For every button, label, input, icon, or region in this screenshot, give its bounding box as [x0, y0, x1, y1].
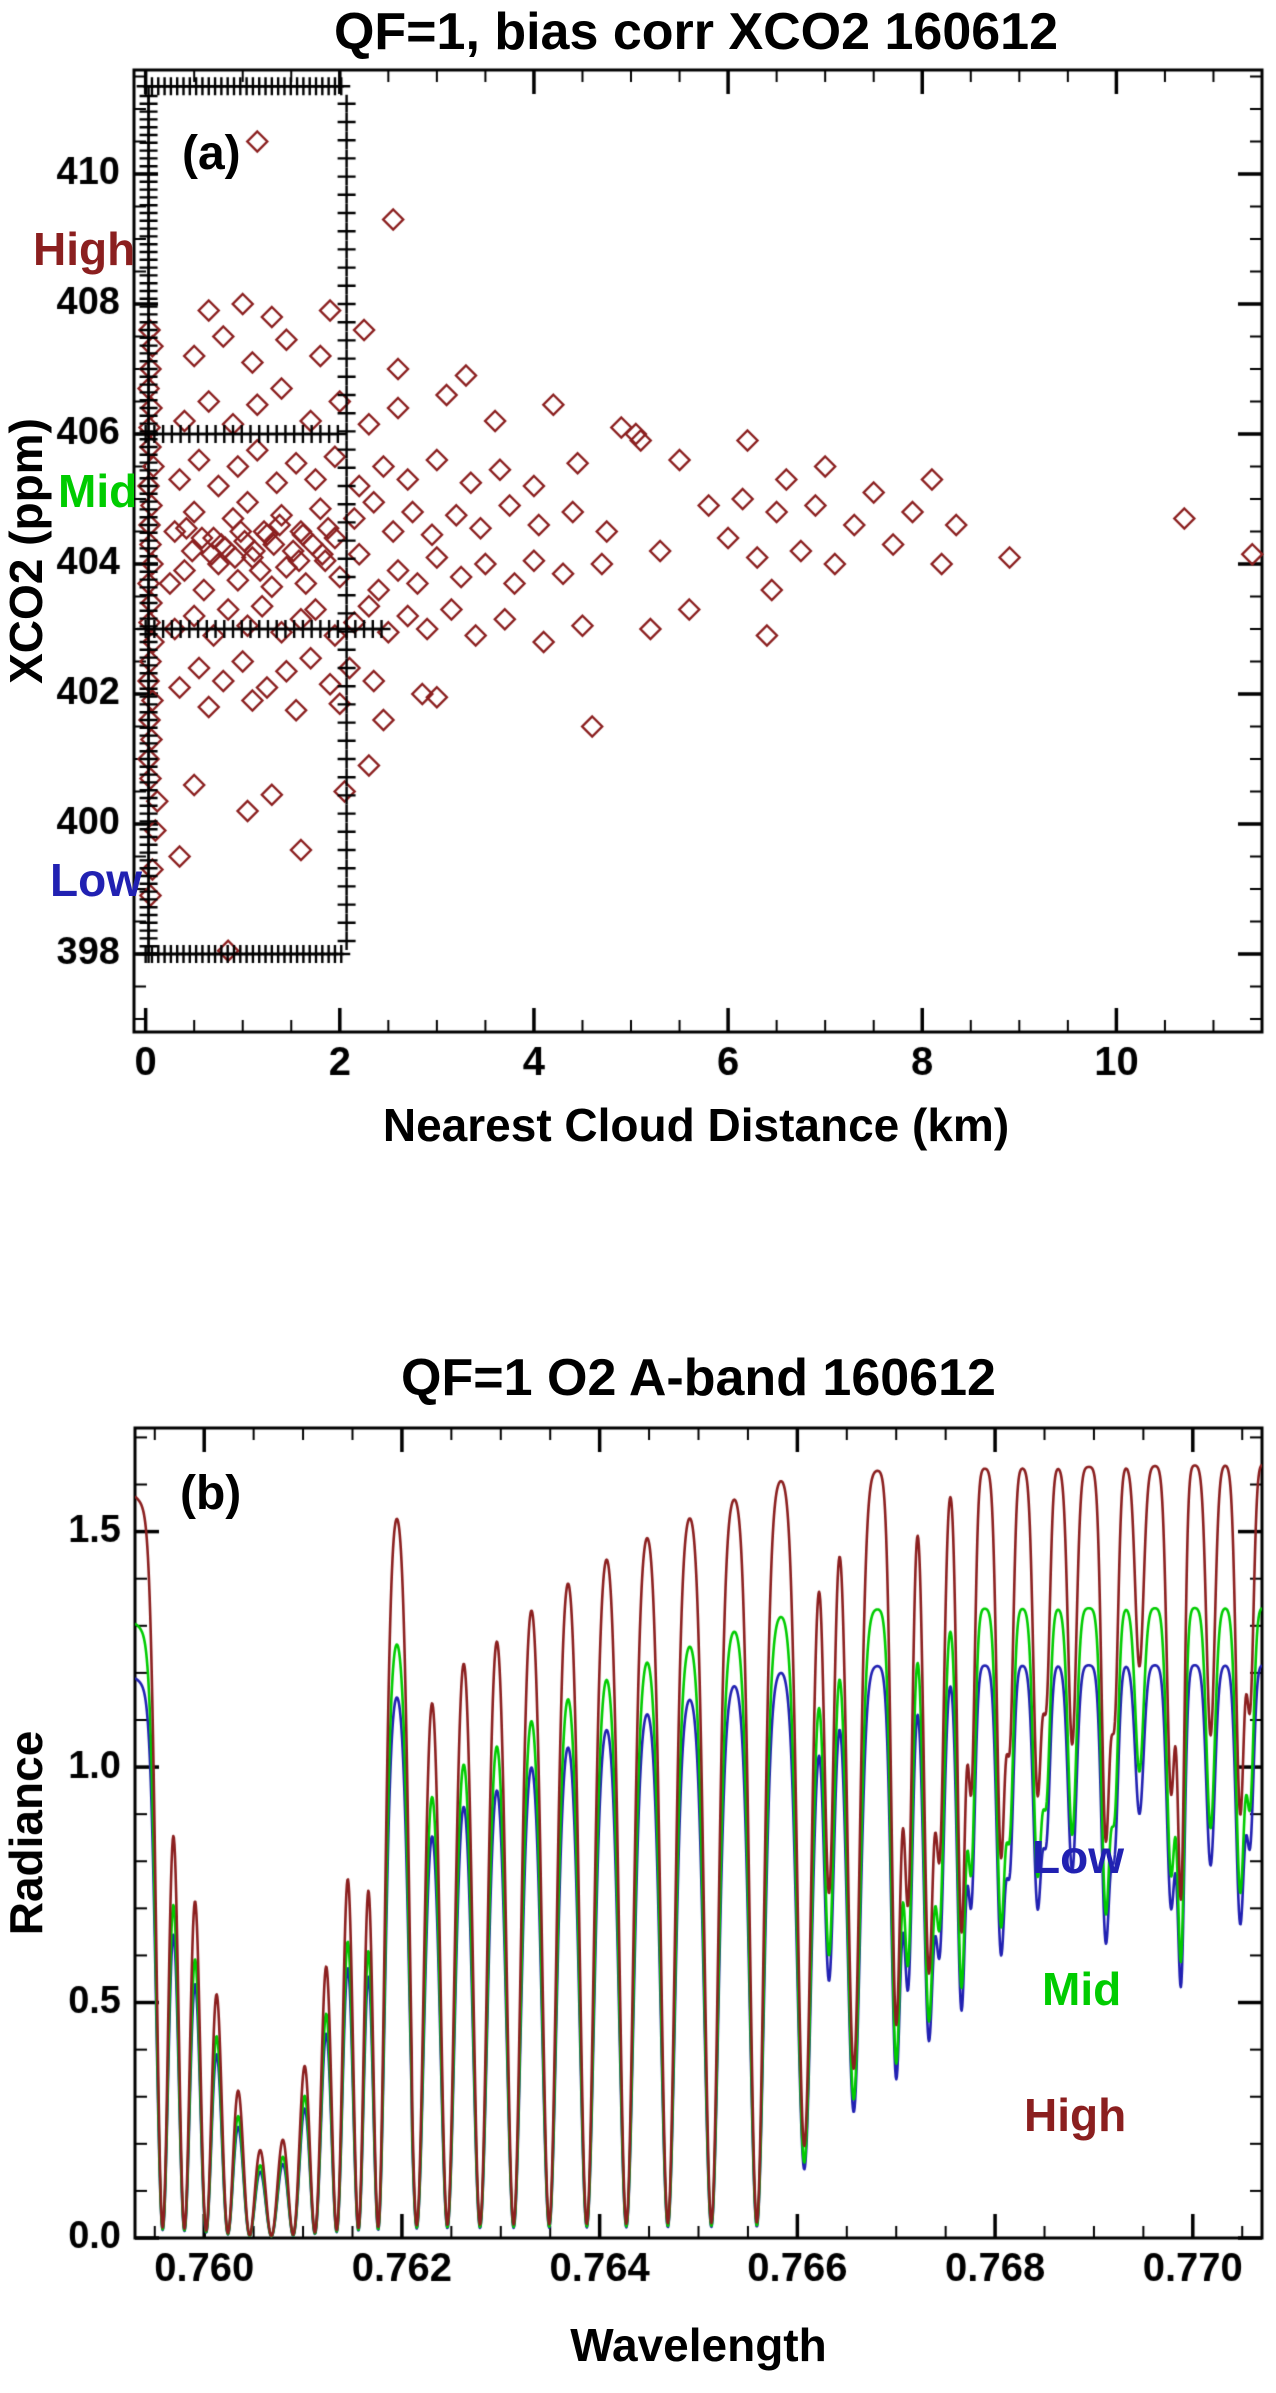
panel-b-x-axis-title: Wavelength — [570, 2319, 827, 2371]
panel-a-x-axis-title: Nearest Cloud Distance (km) — [382, 1099, 1010, 1151]
panel-b-high-label: High — [1024, 2089, 1127, 2141]
panel-b-tag: (b) — [180, 1467, 242, 1520]
panel-b-mid-label: Mid — [1042, 1963, 1122, 2015]
panel-a-high-label: High — [33, 223, 136, 275]
panel-a-low-label: Low — [50, 854, 142, 906]
panel-b-title: QF=1 O2 A-band 160612 — [401, 1349, 996, 1407]
panel-a-tag: (a) — [182, 127, 241, 180]
panel-b-low-label: Low — [1032, 1831, 1124, 1883]
panel-a-y-axis-title: XCO2 (ppm) — [0, 418, 52, 684]
panel-a-mid-label: Mid — [58, 465, 138, 517]
panel-a-title: QF=1, bias corr XCO2 160612 — [333, 3, 1059, 61]
panel-b-y-axis-title: Radiance — [0, 1730, 52, 1936]
